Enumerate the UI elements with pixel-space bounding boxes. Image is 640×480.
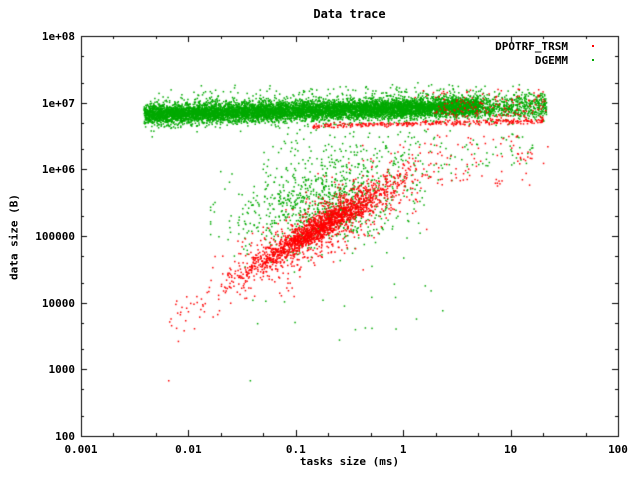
- x-tick-label: 1: [399, 443, 407, 456]
- y-tick-label: 1e+08: [41, 30, 75, 43]
- y-tick-label: 1e+06: [41, 163, 75, 177]
- chart-title: Data trace: [313, 7, 386, 21]
- legend: DPOTRF_TRSM DGEMM: [495, 39, 596, 67]
- legend-row-dgemm: DGEMM: [495, 53, 596, 67]
- x-tick-label: 100: [608, 443, 628, 456]
- y-tick-label: 100000: [35, 230, 75, 243]
- y-tick-label: 10000: [41, 296, 75, 310]
- legend-marker-dot-green: [592, 59, 594, 61]
- y-tick-label: 1e+07: [41, 96, 75, 110]
- x-axis-label: tasks size (ms): [299, 455, 400, 468]
- y-tick-label: 1000: [48, 363, 76, 377]
- y-tick-label: 100: [55, 430, 75, 443]
- legend-marker-dot-red: [592, 45, 594, 47]
- x-tick-label: 0.001: [64, 443, 98, 456]
- legend-label-dpotrf-trsm: DPOTRF_TRSM: [495, 39, 568, 53]
- legend-label-dgemm: DGEMM: [534, 53, 568, 67]
- legend-row-dpotrf-trsm: DPOTRF_TRSM: [495, 39, 596, 53]
- x-tick-label: 0.1: [285, 443, 306, 456]
- x-tick-label: 10: [503, 443, 518, 456]
- x-tick-label: 0.01: [175, 443, 202, 456]
